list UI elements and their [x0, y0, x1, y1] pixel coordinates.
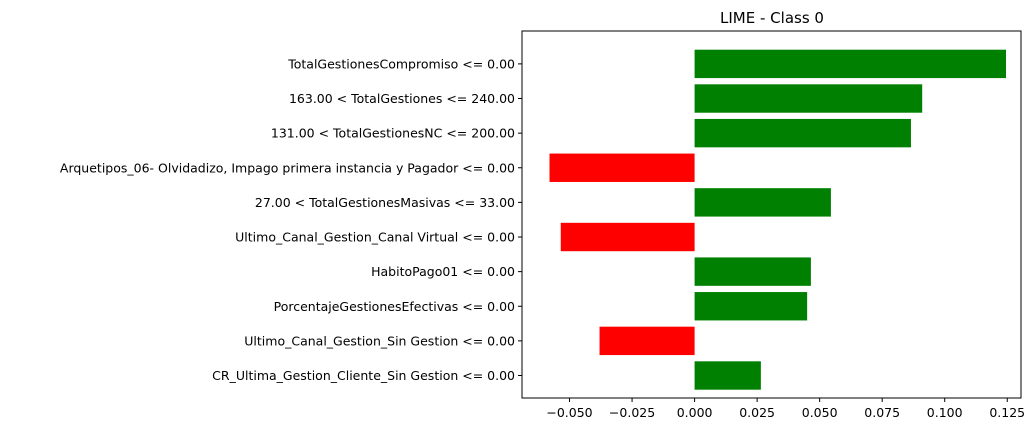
bar-3	[694, 118, 911, 148]
ytick-label-4: Arquetipos_06- Olvidadizo, Impago primer…	[60, 160, 515, 175]
xtick-label-3: 0.000	[677, 405, 713, 420]
ytick-label-5: 27.00 < TotalGestionesMasivas <= 33.00	[255, 195, 515, 210]
ytick-label-6: Ultimo_Canal_Gestion_Canal Virtual <= 0.…	[235, 230, 515, 245]
ytick-label-1: TotalGestionesCompromiso <= 0.00	[287, 56, 515, 71]
chart-title: LIME - Class 0	[720, 9, 824, 27]
bar-5	[694, 188, 831, 217]
bar-10	[694, 361, 761, 390]
bar-4	[549, 153, 695, 182]
xtick-label-2: −0.025	[609, 405, 655, 420]
bar-2	[694, 84, 923, 113]
bar-9	[599, 326, 695, 356]
bar-8	[694, 292, 808, 321]
ytick-label-3: 131.00 < TotalGestionesNC <= 200.00	[271, 126, 515, 141]
bar-1	[694, 49, 1006, 79]
ytick-label-8: PorcentajeGestionesEfectivas <= 0.00	[274, 299, 515, 314]
xtick-label-1: −0.050	[546, 405, 592, 420]
xtick-label-8: 0.125	[989, 405, 1025, 420]
xtick-label-5: 0.050	[802, 405, 838, 420]
ytick-label-10: CR_Ultima_Gestion_Cliente_Sin Gestion <=…	[212, 368, 515, 383]
bar-7	[694, 257, 811, 286]
axes-frame	[521, 30, 1022, 399]
xtick-label-7: 0.100	[927, 405, 963, 420]
bar-6	[560, 222, 695, 252]
ytick-label-9: Ultimo_Canal_Gestion_Sin Gestion <= 0.00	[244, 333, 515, 348]
xtick-label-6: 0.075	[864, 405, 900, 420]
ytick-label-2: 163.00 < TotalGestiones <= 240.00	[289, 91, 515, 106]
xtick-label-4: 0.025	[739, 405, 775, 420]
plot-area: TotalGestionesCompromiso <= 0.00 163.00 <…	[60, 30, 1025, 420]
ytick-label-7: HabitoPago01 <= 0.00	[371, 264, 515, 279]
